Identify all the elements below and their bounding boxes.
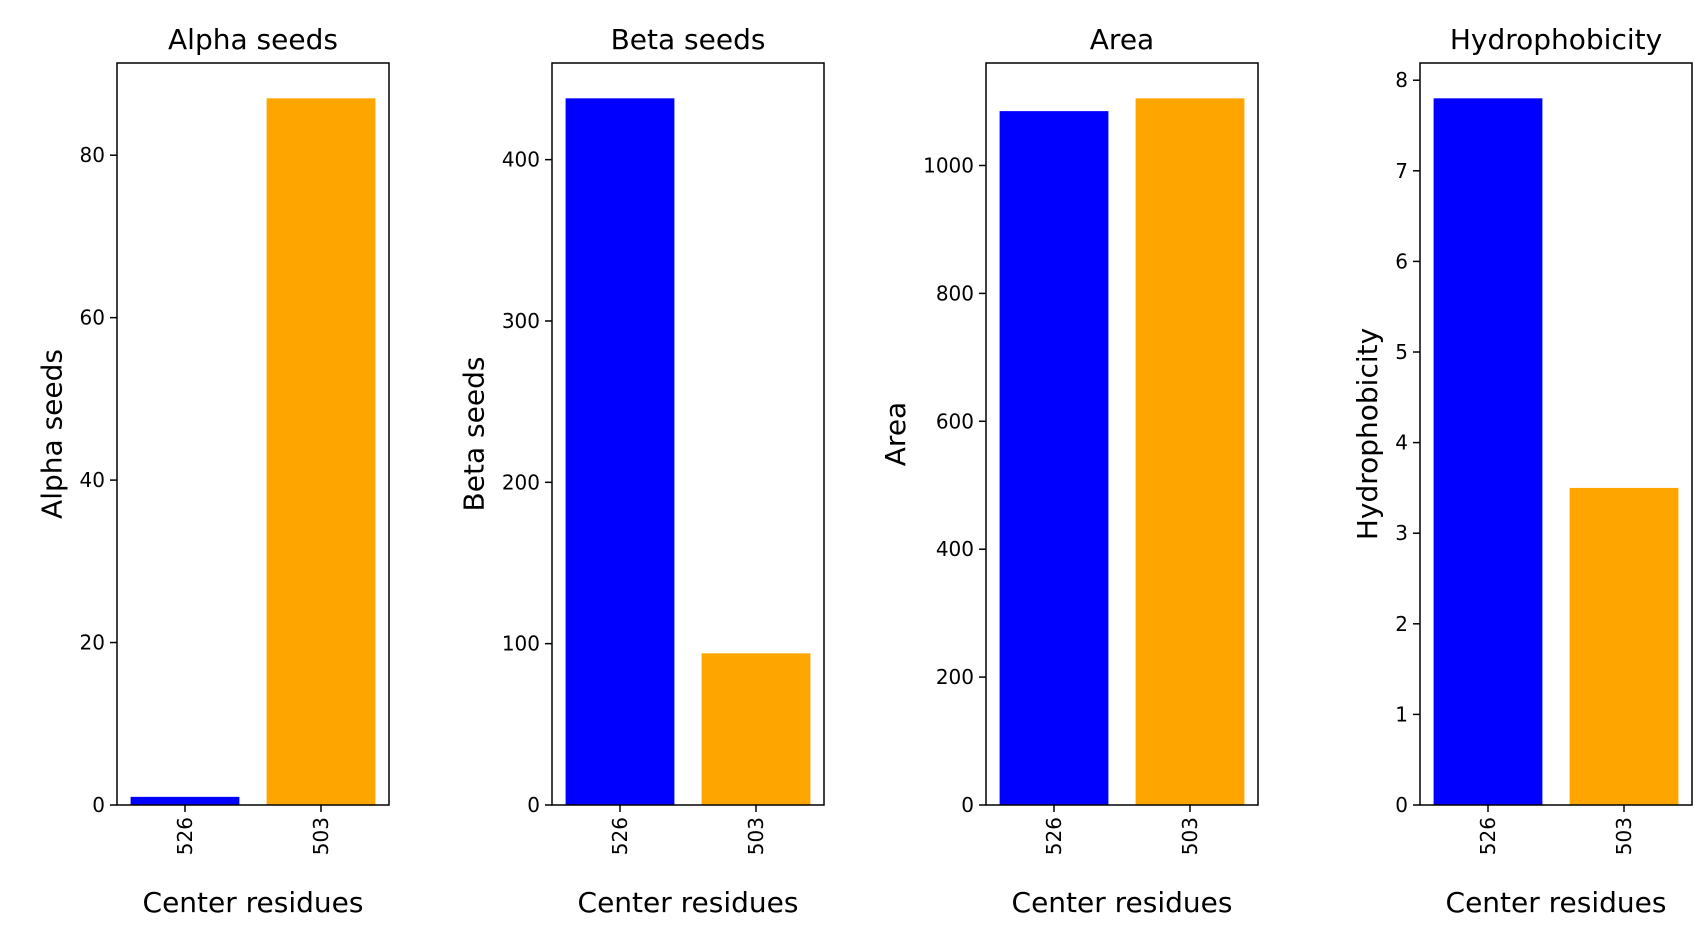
- subplot-title: Alpha seeds: [168, 23, 338, 56]
- y-tick-label: 0: [92, 793, 105, 817]
- y-tick-label: 200: [936, 665, 974, 689]
- subplot-4: 0 1 2 3 4 5 6 7 8 526 503 Hydrophobicity Center resi…: [1351, 23, 1693, 919]
- subplot-title: Area: [1090, 23, 1154, 56]
- bar-503: [1569, 487, 1679, 805]
- x-tick-label: 526: [1042, 817, 1066, 855]
- axes-frame: [116, 62, 390, 806]
- x-axis-label: Center residues: [578, 886, 799, 919]
- x-axis-label: Center residues: [143, 886, 364, 919]
- y-tick-label: 800: [936, 281, 974, 305]
- y-tick-label: 80: [80, 143, 105, 167]
- bar-503: [701, 653, 811, 805]
- y-tick-label: 1: [1395, 702, 1408, 726]
- y-tick-label: 4: [1395, 431, 1408, 455]
- y-tick-label: 40: [80, 468, 105, 492]
- y-tick-label: 100: [502, 632, 540, 656]
- y-tick-label: 6: [1395, 249, 1408, 273]
- x-tick-label: 503: [1612, 817, 1636, 855]
- y-axis-label: Area: [879, 402, 912, 466]
- y-tick-label: 200: [502, 470, 540, 494]
- y-tick-label: 5: [1395, 340, 1408, 364]
- y-axis-label: Beta seeds: [458, 357, 491, 512]
- y-axis-label: Hydrophobicity: [1351, 328, 1384, 540]
- x-tick-label: 526: [608, 817, 632, 855]
- bar-526: [130, 796, 240, 805]
- axes-frame: [985, 62, 1259, 806]
- x-tick-label: 526: [173, 817, 197, 855]
- axes-frame: [1419, 62, 1693, 806]
- y-tick-label: 7: [1395, 159, 1408, 183]
- y-tick-label: 400: [502, 148, 540, 172]
- subplot-3: 0 200 400 600 800 1000 526 503 Area Center residu…: [879, 23, 1259, 919]
- y-tick-label: 20: [80, 631, 105, 655]
- x-tick-label: 526: [1476, 817, 1500, 855]
- subplot-1: 0 20 40 60 80 526 503 Alpha seeds Center residue…: [35, 23, 390, 919]
- y-tick-label: 60: [80, 306, 105, 330]
- y-tick-label: 1000: [923, 153, 974, 177]
- y-tick-label: 600: [936, 409, 974, 433]
- subplot-2: 0 100 200 300 400 526 503 Beta seeds Center resi…: [458, 23, 825, 919]
- y-tick-label: 2: [1395, 612, 1408, 636]
- subplot-title: Hydrophobicity: [1450, 23, 1662, 56]
- y-tick-label: 3: [1395, 521, 1408, 545]
- x-tick-label: 503: [744, 817, 768, 855]
- subplot-title: Beta seeds: [611, 23, 766, 56]
- x-axis-label: Center residues: [1012, 886, 1233, 919]
- y-tick-label: 0: [1395, 793, 1408, 817]
- bar-526: [999, 111, 1109, 806]
- y-axis-label: Alpha seeds: [35, 349, 68, 519]
- bar-526: [565, 98, 675, 805]
- y-tick-label: 8: [1395, 68, 1408, 92]
- x-tick-label: 503: [1178, 817, 1202, 855]
- bar-503: [1135, 98, 1245, 805]
- y-tick-label: 0: [961, 793, 974, 817]
- y-tick-label: 300: [502, 309, 540, 333]
- x-axis-label: Center residues: [1446, 886, 1667, 919]
- y-tick-label: 0: [527, 793, 540, 817]
- bar-526: [1433, 98, 1543, 805]
- y-tick-label: 400: [936, 537, 974, 561]
- x-tick-label: 503: [309, 817, 333, 855]
- bar-503: [266, 98, 376, 805]
- axes-frame: [551, 62, 825, 806]
